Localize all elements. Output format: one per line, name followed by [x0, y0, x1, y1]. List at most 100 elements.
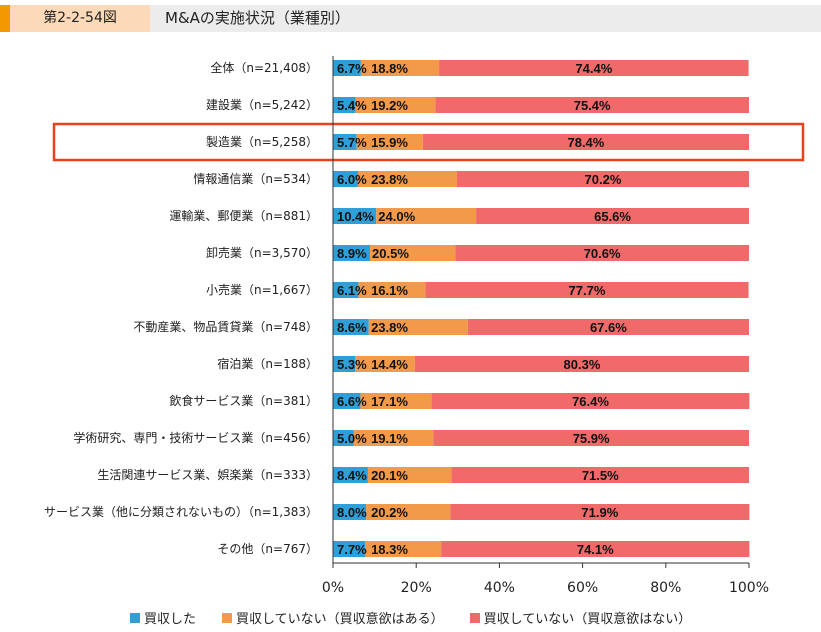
x-tick-label: 40% [484, 580, 515, 596]
data-label: 8.4% [337, 468, 367, 483]
bar-segment [360, 393, 432, 409]
data-label: 16.1% [371, 283, 408, 298]
data-label: 76.4% [572, 394, 609, 409]
bar-segment [455, 245, 749, 261]
legend-item-acquired: 買収した [130, 608, 196, 627]
data-label: 80.3% [564, 357, 601, 372]
bar-segment [333, 60, 361, 76]
legend-label: 買収していない（買収意欲はある） [236, 612, 444, 627]
data-label: 24.0% [378, 209, 415, 224]
data-label: 5.7% [337, 135, 367, 150]
figure-title: M&Aの実施状況（業種別） [165, 9, 350, 27]
data-label: 65.6% [594, 209, 631, 224]
data-label: 78.4% [567, 135, 604, 150]
bar-segment [356, 134, 423, 150]
legend-swatch [130, 612, 140, 623]
data-label: 19.2% [371, 98, 408, 113]
bar-segment [367, 467, 452, 483]
category-label: サービス業（他に分類されないもの）（n=1,383） [44, 505, 318, 519]
bar-segment [357, 171, 457, 187]
bar-segment [333, 541, 366, 557]
bar-segment [333, 97, 356, 113]
category-label: 宿泊業（n=188） [217, 356, 318, 371]
data-label: 20.2% [371, 505, 408, 520]
data-label: 6.6% [337, 394, 367, 409]
bar-segment [353, 430, 434, 446]
x-tick-label: 60% [567, 580, 598, 596]
data-label: 14.4% [371, 357, 408, 372]
highlight-box [52, 122, 805, 162]
category-label: 不動産業、物品賃貸業（n=748） [133, 319, 318, 334]
category-label: 情報通信業（n=534） [193, 172, 318, 186]
data-label: 71.5% [582, 468, 619, 483]
data-label: 74.1% [577, 542, 614, 557]
data-label: 8.0% [337, 505, 367, 520]
data-label: 15.9% [371, 135, 408, 150]
bar-segment [456, 171, 749, 187]
legend-label: 買収した [144, 612, 197, 627]
bar-segment [439, 60, 749, 76]
bar-segment [450, 504, 750, 520]
legend: 買収した 買収していない（買収意欲はある） 買収していない（買収意欲はない） [130, 608, 691, 627]
x-tick-label: 20% [401, 580, 432, 596]
bar-segment [358, 282, 426, 298]
data-label: 5.3% [337, 357, 367, 372]
legend-item-not-interested: 買収していない（買収意欲はない） [469, 608, 692, 627]
bar-segment [467, 319, 749, 335]
category-label: 建設業（n=5,242） [206, 97, 318, 112]
bar-segment [476, 208, 749, 224]
category-label: 学術研究、専門・技術サービス業（n=456） [73, 430, 318, 445]
category-label: 卸売業（n=3,570） [206, 245, 318, 260]
bar-segment [333, 319, 369, 335]
data-label: 67.6% [590, 320, 627, 335]
data-label: 10.4% [337, 209, 374, 224]
bar-segment [431, 393, 750, 409]
bar-segment [333, 467, 368, 483]
bar-segment [425, 282, 749, 298]
bar-segment [333, 245, 371, 261]
bar-segment [370, 245, 456, 261]
x-tick-label: 0% [322, 580, 344, 596]
data-label: 18.8% [371, 61, 408, 76]
data-label: 23.8% [371, 172, 408, 187]
bar-segment [368, 319, 468, 335]
bar-segment [422, 134, 749, 150]
data-label: 75.4% [574, 98, 611, 113]
data-label: 19.1% [371, 431, 408, 446]
data-label: 5.0% [337, 431, 367, 446]
data-label: 18.3% [371, 542, 408, 557]
bar-segment [333, 208, 377, 224]
bar-segment [376, 208, 477, 224]
bar-segment [451, 467, 749, 483]
bar-segment [333, 393, 361, 409]
category-label: 小売業（n=1,667） [206, 282, 318, 297]
bar-segment [355, 97, 436, 113]
legend-swatch [222, 612, 233, 623]
header-accent [0, 5, 10, 32]
category-label: その他（n=767） [217, 542, 318, 556]
bar-segment [366, 504, 451, 520]
category-label: 生活関連サービス業、娯楽業（n=333） [97, 468, 318, 482]
legend-swatch [469, 612, 480, 623]
x-tick-label: 100% [729, 580, 769, 596]
data-label: 77.7% [569, 283, 606, 298]
data-label: 71.9% [581, 505, 618, 520]
category-label: 飲食サービス業（n=381） [169, 393, 318, 408]
x-tick-label: 80% [650, 580, 681, 596]
legend-label: 買収していない（買収意欲はない） [483, 612, 692, 627]
data-label: 23.8% [371, 320, 408, 335]
category-label: 全体（n=21,408） [210, 60, 318, 75]
bar-segment [333, 356, 356, 372]
category-label: 製造業（n=5,258） [206, 135, 318, 149]
data-label: 7.7% [337, 542, 367, 557]
data-label: 70.6% [584, 246, 621, 261]
data-label: 75.9% [573, 431, 610, 446]
data-label: 20.1% [371, 468, 408, 483]
category-label: 運輸業、郵便業（n=881） [169, 208, 318, 223]
data-label: 6.1% [337, 283, 367, 298]
data-label: 6.7% [337, 61, 367, 76]
legend-item-interested: 買収していない（買収意欲はある） [222, 608, 444, 627]
bar-segment [333, 282, 359, 298]
figure-number: 第2-2-54図 [10, 5, 150, 32]
